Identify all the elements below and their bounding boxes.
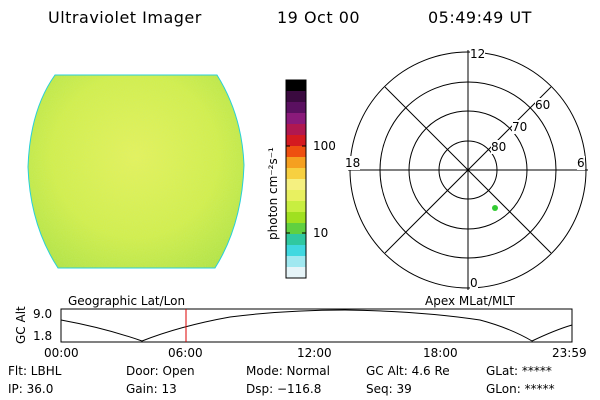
colorbar-band: [286, 135, 306, 147]
uv-image-panel: [27, 74, 245, 269]
time-tick-0600: 06:00: [168, 346, 203, 360]
time-tick-2359: 23:59: [552, 346, 587, 360]
colorbar-band: [286, 256, 306, 268]
time-label: 05:49:49 UT: [428, 8, 532, 27]
timeline-y-tick-low: 1.8: [33, 329, 53, 343]
ring-label-60: 60: [535, 98, 551, 112]
polar-label-12: 12: [470, 47, 486, 61]
colorbar-band: [286, 223, 306, 235]
polar-label-0: 0: [470, 276, 478, 290]
altitude-timeline: [60, 308, 573, 343]
polar-label-6: 6: [577, 156, 585, 170]
colorbar-band: [286, 168, 306, 180]
time-tick-1200: 12:00: [297, 346, 332, 360]
date-label: 19 Oct 00: [277, 8, 361, 27]
colorbar-band: [286, 157, 306, 169]
colorbar-band: [286, 113, 306, 125]
door-status: Door: Open: [126, 364, 195, 378]
timeline-left-caption: Geographic Lat/Lon: [68, 294, 186, 308]
colorbar-band: [286, 201, 306, 213]
time-tick-0000: 00:00: [44, 346, 79, 360]
colorbar-band: [286, 179, 306, 191]
color-scale-bar: [285, 79, 307, 279]
glon-status: GLon: *****: [486, 382, 555, 396]
dsp-status: Dsp: −116.8: [246, 382, 322, 396]
polar-plot: [348, 50, 588, 290]
colorbar-band: [286, 146, 306, 158]
colorbar-band: [286, 102, 306, 114]
colorbar-band: [286, 91, 306, 103]
colorbar-tick-100: 100: [313, 139, 336, 153]
earth-disk: [28, 75, 244, 268]
gc-alt-status: GC Alt: 4.6 Re: [366, 364, 450, 378]
timeline-y-tick-high: 9.0: [33, 307, 53, 321]
colorbar-band: [286, 124, 306, 136]
mode-status: Mode: Normal: [246, 364, 330, 378]
colorbar-band: [286, 190, 306, 202]
colorbar-band: [286, 267, 306, 279]
ip-status: IP: 36.0: [8, 382, 54, 396]
colorbar-band: [286, 234, 306, 246]
colorbar-tick-10: 10: [313, 226, 329, 240]
colorbar-band: [286, 212, 306, 224]
polar-label-18: 18: [345, 156, 361, 170]
gain-status: Gain: 13: [126, 382, 177, 396]
colorbar-band: [286, 245, 306, 257]
timeline-axis-label: GC Alt: [14, 306, 28, 344]
time-tick-1800: 18:00: [423, 346, 458, 360]
data-point: [492, 205, 498, 211]
colorbar-band: [286, 80, 306, 92]
filter-status: Flt: LBHL: [8, 364, 62, 378]
seq-status: Seq: 39: [366, 382, 412, 396]
glat-status: GLat: *****: [486, 364, 552, 378]
ring-label-80: 80: [491, 140, 507, 154]
instrument-title: Ultraviolet Imager: [48, 8, 202, 27]
timeline-right-caption: Apex MLat/MLT: [425, 294, 515, 308]
colorbar-unit-label: photon cm⁻²s⁻¹: [266, 147, 280, 240]
ring-label-70: 70: [512, 120, 528, 134]
